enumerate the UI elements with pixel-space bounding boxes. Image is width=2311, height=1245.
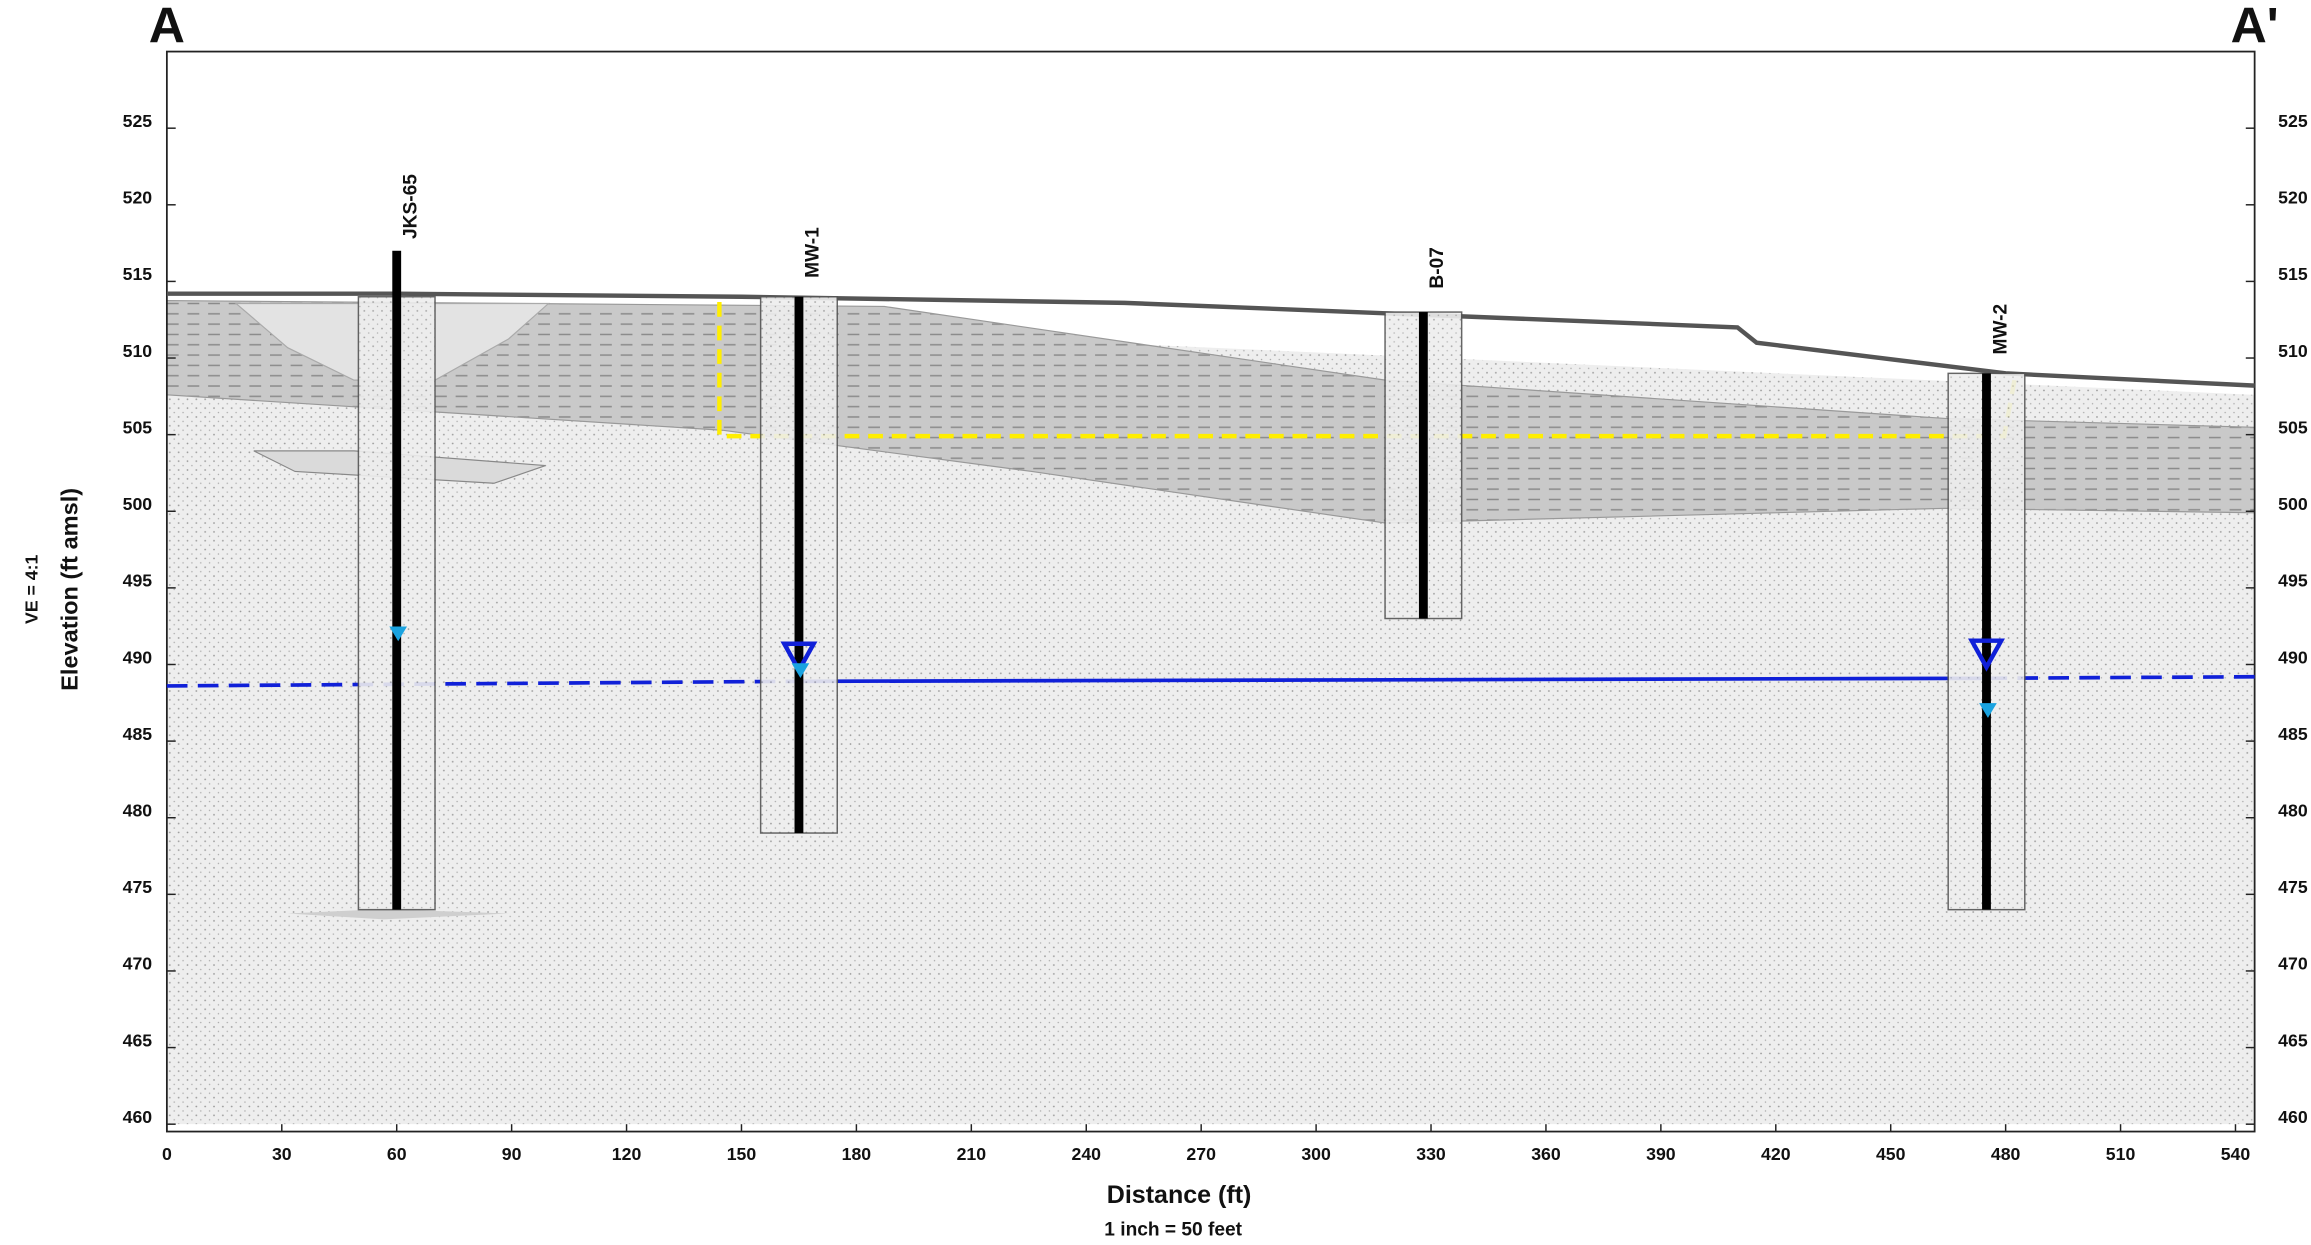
borehole-label: MW-1 bbox=[803, 227, 824, 278]
x-tick-label: 120 bbox=[612, 1144, 642, 1164]
x-tick-label: 540 bbox=[2221, 1144, 2251, 1164]
y2-tick-label: 500 bbox=[2278, 494, 2308, 514]
y-tick-label: 505 bbox=[123, 417, 153, 437]
x-tick-label: 60 bbox=[387, 1144, 407, 1164]
scale-note: 1 inch = 50 feet bbox=[1104, 1219, 1242, 1240]
y2-tick-label: 475 bbox=[2278, 877, 2308, 897]
y-tick-label: 515 bbox=[123, 264, 153, 284]
x-tick-label: 420 bbox=[1761, 1144, 1791, 1164]
y2-tick-label: 465 bbox=[2278, 1030, 2308, 1050]
section-label: A' bbox=[2231, 0, 2279, 54]
y-tick-label: 510 bbox=[123, 341, 153, 361]
x-tick-label: 360 bbox=[1531, 1144, 1561, 1164]
water-level bbox=[389, 626, 408, 642]
static-water-level bbox=[780, 641, 818, 675]
water-level bbox=[1979, 703, 1997, 718]
y-tick-label: 475 bbox=[123, 877, 153, 897]
x-tick-label: 0 bbox=[162, 1144, 172, 1164]
water-table bbox=[791, 676, 1987, 684]
y-tick-label: 500 bbox=[123, 494, 153, 514]
section-label: A bbox=[149, 0, 185, 54]
y-tick-label: 470 bbox=[123, 954, 153, 974]
y-tick-label: 490 bbox=[123, 647, 153, 667]
x-axis-title: Distance (ft) bbox=[1107, 1181, 1252, 1209]
water-table bbox=[166, 679, 792, 688]
x-tick-label: 210 bbox=[957, 1144, 987, 1164]
borehole-label: JKS-65 bbox=[401, 174, 422, 239]
y-tick-label: 480 bbox=[123, 801, 153, 821]
y2-tick-label: 485 bbox=[2278, 724, 2308, 744]
silt-layer bbox=[166, 299, 2255, 524]
y2-tick-label: 515 bbox=[2278, 264, 2308, 284]
static-water-level bbox=[1967, 638, 2005, 672]
well-pipe bbox=[1418, 312, 1428, 619]
y2-tick-label: 520 bbox=[2278, 188, 2308, 208]
y2-tick-label: 470 bbox=[2278, 954, 2308, 974]
x-tick-label: 180 bbox=[842, 1144, 872, 1164]
x-tick-label: 30 bbox=[272, 1144, 292, 1164]
x-tick-label: 450 bbox=[1876, 1144, 1906, 1164]
x-tick-label: 510 bbox=[2106, 1144, 2136, 1164]
plot-frame bbox=[165, 50, 2256, 1133]
x-tick-label: 390 bbox=[1646, 1144, 1676, 1164]
y2-tick-label: 505 bbox=[2278, 417, 2308, 437]
x-tick-label: 480 bbox=[1991, 1144, 2021, 1164]
y2-tick-label: 525 bbox=[2278, 111, 2308, 131]
y-tick-label: 525 bbox=[123, 111, 153, 131]
well-pipe bbox=[794, 296, 804, 834]
y2-tick-label: 480 bbox=[2278, 801, 2308, 821]
x-tick-label: 270 bbox=[1186, 1144, 1216, 1164]
borehole-label: MW-2 bbox=[1990, 304, 2011, 355]
y-tick-label: 465 bbox=[123, 1030, 153, 1050]
y-tick-label: 495 bbox=[123, 571, 153, 591]
ve-note: VE = 4:1 bbox=[21, 555, 41, 624]
borehole-label: B-07 bbox=[1427, 247, 1448, 289]
y-tick-label: 460 bbox=[123, 1107, 153, 1127]
x-tick-label: 90 bbox=[502, 1144, 522, 1164]
x-tick-label: 300 bbox=[1301, 1144, 1331, 1164]
y2-tick-label: 495 bbox=[2278, 571, 2308, 591]
y2-tick-label: 460 bbox=[2278, 1107, 2308, 1127]
x-tick-label: 150 bbox=[727, 1144, 757, 1164]
water-level bbox=[791, 663, 810, 678]
y2-tick-label: 510 bbox=[2278, 341, 2308, 361]
water-table bbox=[1986, 674, 2255, 681]
y2-tick-label: 490 bbox=[2278, 647, 2308, 667]
bottom-lens bbox=[287, 909, 509, 920]
y-tick-label: 485 bbox=[123, 724, 153, 744]
strata bbox=[166, 299, 2255, 1125]
y-axis-title: Elevation (ft amsl) bbox=[56, 488, 82, 691]
y-tick-label: 520 bbox=[123, 188, 153, 208]
well-pipe bbox=[392, 250, 402, 910]
x-tick-label: 240 bbox=[1072, 1144, 1102, 1164]
x-tick-label: 330 bbox=[1416, 1144, 1446, 1164]
